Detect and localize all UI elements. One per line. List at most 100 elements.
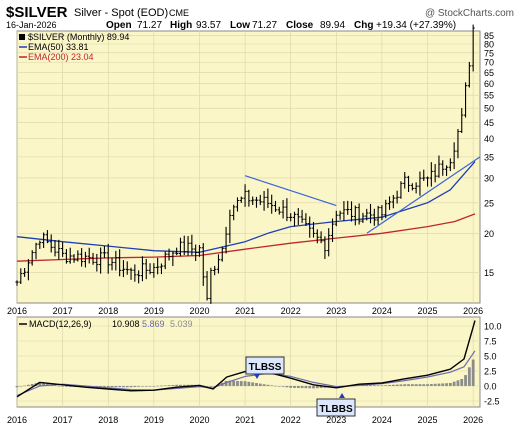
macd-hist-bar <box>57 385 61 387</box>
macd-hist-bar <box>205 386 209 387</box>
symbol-title: $SILVER <box>6 4 68 21</box>
price-grid <box>16 31 480 303</box>
macd-hist-bar <box>251 382 255 386</box>
price-y-tick-label: 70 <box>484 58 494 68</box>
macd-y-tick-label: 5.0 <box>484 352 497 362</box>
legend-ema200: EMA(200) 23.04 <box>28 52 94 62</box>
macd-hist-bar <box>467 367 471 386</box>
macd-y-tick-label: 0.0 <box>484 382 497 392</box>
macd-hist-bar <box>445 383 448 386</box>
macd-hist-bar <box>152 386 156 387</box>
macd-hist-bar <box>258 383 262 386</box>
macd-hist-bar <box>277 386 281 387</box>
macd-hist-bar <box>30 384 34 386</box>
close-label: Close <box>286 20 314 31</box>
macd-hist-bar <box>380 385 384 386</box>
legend-ema50: EMA(50) 33.81 <box>28 42 89 52</box>
price-y-tick-label: 15 <box>484 268 494 278</box>
watermark: @ StockCharts.com <box>425 8 514 19</box>
trendline <box>244 175 337 207</box>
macd-hist-bar <box>103 386 106 388</box>
macd-hist-bar <box>243 381 247 386</box>
price-x-tick-label: 2024 <box>372 306 392 316</box>
price-y-tick-label: 25 <box>484 198 494 208</box>
macd-hist-bar <box>441 383 445 386</box>
macd-hist-bar <box>179 384 182 386</box>
macd-hist-bar <box>163 385 167 386</box>
macd-hist-bar <box>266 384 270 386</box>
macd-hist-bar <box>414 384 418 386</box>
macd-hist-bar <box>68 386 72 387</box>
macd-hist-bar <box>296 386 300 388</box>
macd-hist-bar <box>376 385 380 386</box>
macd-hist-bar <box>293 386 296 388</box>
price-y-tick-label: 35 <box>484 152 494 162</box>
macd-signal-line <box>16 350 476 397</box>
price-y-tick-label: 40 <box>484 134 494 144</box>
trendlines <box>244 156 481 234</box>
tlbbs-annotation: TLBBS <box>316 393 356 417</box>
macd-x-tick-label: 2017 <box>53 415 73 425</box>
macd-hist-bar <box>148 386 152 387</box>
macd-y-tick-label: -2.5 <box>484 397 500 407</box>
macd-x-tick-label: 2018 <box>98 415 118 425</box>
macd-hist-bar <box>464 375 467 386</box>
macd-hist-bar <box>209 386 213 387</box>
price-x-tick-label: 2020 <box>189 306 209 316</box>
price-y-tick-label: 30 <box>484 173 494 183</box>
tlbss-arrow-icon <box>254 374 260 379</box>
macd-x-ticks: 2016 2017 2018 2019 2020 2021 2022 2023 2024 2025… <box>7 415 483 425</box>
macd-hist-bar <box>156 385 160 387</box>
price-x-tick-label: 2025 <box>418 306 438 316</box>
macd-legend-hist: 5.039 <box>170 319 193 329</box>
macd-hist-bar <box>391 384 395 386</box>
macd-hist-bar <box>228 380 232 386</box>
macd-y-ticks: -2.5 0.0 2.5 5.0 7.5 10.0 <box>484 322 502 407</box>
macd-hist-bar <box>247 381 251 386</box>
macd-hist-bar <box>133 386 137 387</box>
macd-hist-bar <box>452 381 456 386</box>
tlbss-box <box>245 356 285 375</box>
macd-x-tick-label: 2022 <box>281 415 301 425</box>
price-x-ticks: 2016 2017 2018 2019 2020 2021 2022 2023 2024 2025… <box>7 306 483 316</box>
macd-hist-bar <box>141 386 144 387</box>
price-y-tick-label: 85 <box>484 31 494 41</box>
high-label: High <box>170 20 192 31</box>
macd-hist-bar <box>365 385 369 386</box>
tlbbs-box <box>316 398 356 417</box>
macd-x-tick-label: 2020 <box>189 415 209 425</box>
macd-hist-bar <box>315 386 319 389</box>
price-panel <box>16 30 481 304</box>
macd-hist-bar <box>300 386 304 389</box>
macd-line-series <box>16 320 476 398</box>
price-y-tick-label: 75 <box>484 48 494 58</box>
price-y-tick-label: 65 <box>484 68 494 78</box>
macd-legend-value: 10.908 <box>112 319 140 329</box>
price-x-tick-label: 2026 <box>463 306 483 316</box>
macd-hist-bar <box>437 383 441 386</box>
open-value: 71.27 <box>137 20 162 31</box>
macd-x-tick-label: 2021 <box>235 415 255 425</box>
macd-grid <box>16 317 480 407</box>
macd-x-tick-label: 2024 <box>372 415 392 425</box>
macd-hist-bar <box>372 385 376 386</box>
macd-hist-bar <box>312 386 315 389</box>
macd-hist-bar <box>255 383 258 386</box>
macd-signal-series <box>16 350 476 397</box>
header-date: 16-Jan-2026 <box>6 20 57 30</box>
price-x-tick-label: 2019 <box>144 306 164 316</box>
macd-hist-bar <box>125 386 129 388</box>
macd-hist-bar <box>110 386 114 388</box>
price-y-tick-label: 55 <box>484 91 494 101</box>
macd-hist-bar <box>129 386 133 388</box>
legend-price: $SILVER (Monthly) 89.94 <box>28 32 129 42</box>
chg-label: Chg <box>354 20 373 31</box>
macd-hist-bar <box>186 384 190 386</box>
macd-hist-bar <box>395 384 399 386</box>
chg-value: +19.34 (+27.39%) <box>376 20 456 31</box>
price-bars-series <box>15 24 475 304</box>
macd-legend-label: MACD(12,26,9) <box>29 319 92 329</box>
macd-hist-bar <box>160 385 163 387</box>
macd-hist-bar <box>456 380 460 386</box>
